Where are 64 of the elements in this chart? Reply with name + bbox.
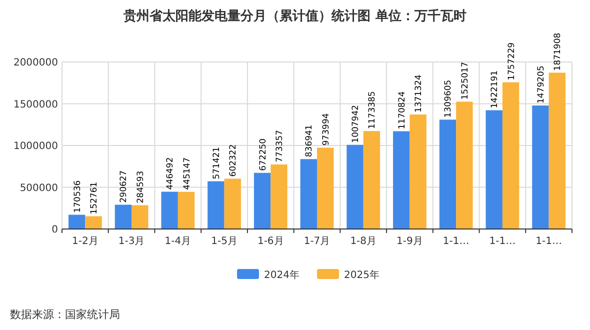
data-label: 973994 (321, 113, 332, 146)
data-label: 1309605 (444, 80, 454, 118)
y-tick-label: 2000000 (13, 58, 58, 68)
bar (270, 164, 288, 229)
bar (502, 82, 520, 229)
data-label: 1173385 (368, 91, 378, 130)
x-tick-label: 1-9月 (396, 236, 423, 247)
data-label: 290627 (119, 170, 130, 203)
bar (178, 192, 195, 229)
bar (132, 205, 148, 229)
source-note: 数据来源：国家统计局 (10, 308, 120, 321)
bar (114, 204, 132, 229)
data-label: 1371324 (414, 74, 424, 112)
bar (85, 216, 102, 229)
bar (300, 159, 317, 229)
x-tick-label: 1-6月 (257, 236, 284, 247)
data-label: 836941 (304, 124, 315, 158)
legend-label: 2025年 (344, 269, 380, 281)
x-tick-label: 1-8月 (350, 236, 377, 247)
data-label: 445147 (182, 157, 192, 190)
data-label: 571421 (212, 146, 222, 180)
bar (532, 105, 549, 229)
bar (317, 148, 334, 229)
bar (548, 72, 566, 229)
data-label: 1007942 (351, 104, 362, 143)
bar (254, 172, 271, 229)
x-tick-label: 1-1… (442, 236, 470, 247)
bar (456, 102, 473, 229)
data-label: 170536 (72, 180, 83, 213)
x-tick-label: 1-4月 (164, 236, 192, 247)
data-label: 1170824 (397, 91, 408, 130)
x-tick-label: 1-7月 (304, 236, 330, 247)
bar (486, 110, 502, 229)
data-label: 1479205 (536, 66, 546, 104)
bar (363, 131, 380, 229)
x-tick-label: 1-2月 (72, 236, 98, 247)
data-label: 284593 (136, 170, 146, 204)
bar (208, 181, 224, 229)
data-label: 446492 (166, 157, 176, 190)
chart-title: 贵州省太阳能发电量分月（累计值）统计图 单位：万千瓦时 (122, 8, 466, 24)
bar (393, 131, 410, 229)
data-label: 152761 (90, 182, 100, 214)
bar (410, 114, 426, 229)
x-tick-label: 1-3月 (118, 236, 145, 247)
bar (68, 214, 86, 229)
y-tick-label: 0 (52, 224, 58, 236)
data-label: 1871908 (553, 32, 564, 71)
y-tick-label: 1500000 (13, 99, 58, 110)
data-label: 773357 (274, 130, 285, 162)
bar (439, 120, 456, 229)
x-tick-label: 1-1… (489, 236, 516, 247)
x-tick-label: 1-1… (536, 236, 562, 247)
data-label: 1525017 (460, 62, 470, 100)
y-tick-label: 1000000 (13, 141, 58, 152)
data-label: 1757229 (506, 42, 517, 80)
legend-label: 2024年 (264, 269, 300, 281)
x-tick-label: 1-5月 (211, 236, 238, 247)
data-label: 602322 (228, 144, 239, 177)
bar (161, 192, 178, 229)
bar (346, 144, 364, 229)
data-label: 672250 (258, 138, 268, 171)
data-label: 1422191 (490, 70, 500, 108)
bar (224, 178, 241, 229)
y-tick-label: 500000 (20, 182, 58, 194)
